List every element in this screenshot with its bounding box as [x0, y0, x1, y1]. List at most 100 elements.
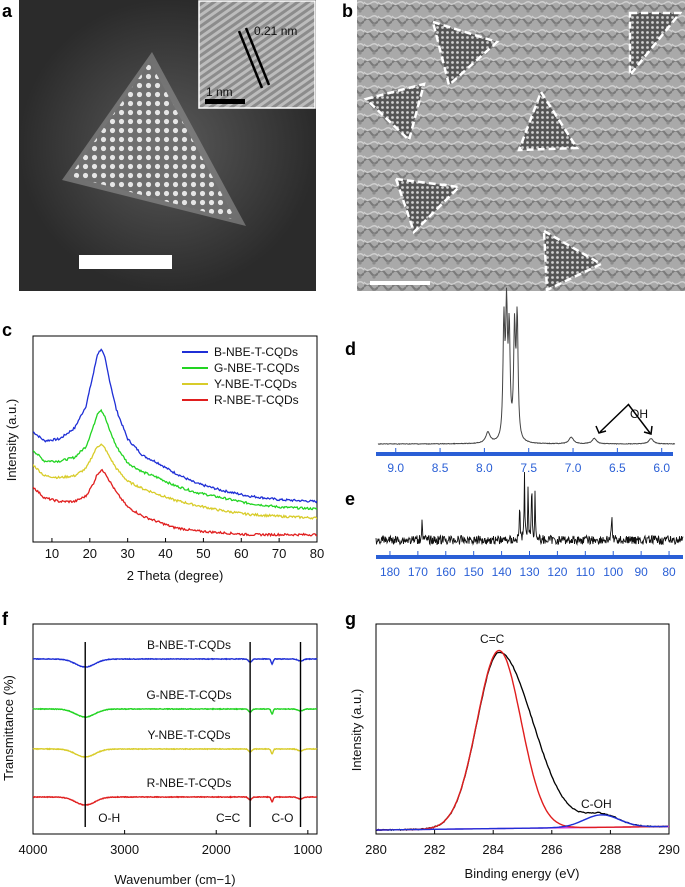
chart-e-axis: 180 170 160 150 140 130 120 110 100 90 80 [376, 551, 683, 579]
chart-f-series-line [33, 795, 317, 806]
chart-e-xtick-label: 90 [634, 565, 648, 579]
chart-f-series-line [33, 657, 318, 668]
chart-f-series: B-NBE-T-CQDs G-NBE-T-CQDs Y-NBE-T-CQDs R-NB… [32, 638, 318, 827]
oh-annotation: OH [630, 407, 648, 421]
chart-e-xtick-label: 150 [464, 565, 484, 579]
chart-f-xtick-label: 3000 [110, 842, 139, 857]
chart-d-xtick-label: 8.5 [432, 461, 449, 475]
scale-bar-b [370, 281, 430, 285]
chart-c-xlabel: 2 Theta (degree) [127, 568, 224, 583]
panel-label-b: b [342, 1, 353, 21]
oh-arrow-left-head [595, 425, 607, 434]
chart-e-axis-bar [376, 555, 683, 559]
chart-c-series-line [33, 348, 317, 504]
chart-d-spectrum [377, 287, 676, 445]
chart-g-series [375, 649, 670, 832]
nanocrystal-outline-5 [394, 177, 462, 235]
chart-g-frame [375, 623, 670, 835]
chart-d-xtick-label: 9.0 [387, 461, 404, 475]
chart-f-marker-label: O-H [98, 811, 120, 825]
chart-f-xtick-label: 2000 [202, 842, 231, 857]
chart-d-line [377, 287, 676, 445]
chart-f-series-line [32, 747, 318, 758]
chart-c-series [33, 348, 317, 538]
panel-label-f: f [2, 609, 9, 629]
chart-f-xtick-label: 4000 [19, 842, 48, 857]
legend-entry: G-NBE-T-CQDs [214, 361, 299, 375]
chart-e-xtick-label: 140 [492, 565, 512, 579]
panel-label-g: g [345, 609, 356, 629]
chart-c-xtick-label: 40 [158, 546, 172, 561]
chart-e-xtick-label: 100 [603, 565, 623, 579]
chart-f: B-NBE-T-CQDs G-NBE-T-CQDs Y-NBE-T-CQDs R-NB… [1, 623, 322, 887]
legend-entry: R-NBE-T-CQDs [214, 393, 299, 407]
chart-f-ticks: 4000 3000 2000 1000 [19, 830, 322, 857]
chart-e-xtick-label: 180 [380, 565, 400, 579]
micrograph-b [357, 0, 685, 292]
chart-d-xtick-label: 7.5 [520, 461, 537, 475]
panel-label-c: c [2, 320, 12, 340]
chart-c-frame [32, 335, 318, 543]
chart-e-xtick-label: 110 [576, 565, 595, 579]
triangular-nanocrystal [70, 62, 236, 220]
chart-g-xtick-label: 290 [658, 842, 680, 857]
chart-g-xlabel: Binding energy (eV) [465, 866, 580, 881]
nanocrystal-outline-2 [628, 11, 683, 79]
chart-c-xtick-label: 30 [120, 546, 134, 561]
chart-d-xtick-label: 8.0 [476, 461, 493, 475]
chart-f-series-line [32, 707, 318, 719]
chart-c-series-line [33, 408, 317, 511]
chart-g-fit-cc [376, 649, 668, 831]
chart-f-marker-label: C-O [272, 811, 294, 825]
chart-e-xtick-label: 170 [408, 565, 428, 579]
chart-g-ticks: 280 282 284 286 288 290 [365, 830, 680, 857]
chart-g-raw-spectrum [375, 651, 668, 832]
chart-e-xtick-label: 160 [436, 565, 456, 579]
chart-c-ylabel: Intensity (a.u.) [4, 399, 19, 481]
chart-e-xtick-label: 120 [547, 565, 567, 579]
chart-g-xtick-label: 286 [541, 842, 563, 857]
oh-arrow-right-head [643, 425, 653, 435]
legend-entry: Y-NBE-T-CQDs [214, 377, 297, 391]
scale-bar-a [79, 255, 172, 269]
inset-scale-label: 1 nm [206, 85, 233, 99]
chart-g-ylabel: Intensity (a.u.) [349, 689, 364, 771]
chart-d: 9.0 8.5 8.0 7.5 7.0 6.5 6.0 OH [376, 287, 676, 475]
chart-e: 180 170 160 150 140 130 120 110 100 90 80 [375, 471, 684, 579]
chart-c-xtick-label: 10 [45, 546, 59, 561]
chart-c-xtick-label: 50 [196, 546, 210, 561]
peak-label-coh: C-OH [581, 797, 612, 811]
chart-g-xtick-label: 282 [424, 842, 446, 857]
chart-f-series-label: R-NBE-T-CQDs [147, 776, 232, 790]
nanocrystal-outline-1 [431, 20, 500, 88]
nanocrystal-outline-6 [542, 228, 604, 292]
chart-c-xtick-label: 80 [310, 546, 324, 561]
chart-e-spectrum [375, 471, 684, 546]
chart-c-series-line [33, 468, 317, 538]
chart-g-xtick-label: 280 [365, 842, 387, 857]
chart-c-ticks: 10 20 30 40 50 60 70 80 [45, 538, 324, 561]
chart-c: 10 20 30 40 50 60 70 80 B-NBE-T-CQDs G-NBE-T-CQD… [4, 335, 324, 583]
lattice-marker-line-1 [237, 30, 264, 89]
chart-f-marker-label: C=C [216, 811, 241, 825]
chart-f-series-label: B-NBE-T-CQDs [147, 638, 231, 652]
panel-label-e: e [345, 489, 355, 509]
chart-f-ylabel: Transmittance (%) [1, 675, 16, 781]
chart-f-frame [32, 623, 318, 835]
chart-f-series-label: G-NBE-T-CQDs [146, 688, 231, 702]
chart-e-xtick-label: 130 [519, 565, 539, 579]
chart-c-legend: B-NBE-T-CQDs G-NBE-T-CQDs Y-NBE-T-CQDs R-NB… [182, 345, 299, 407]
chart-e-xtick-label: 80 [662, 565, 676, 579]
chart-f-xtick-label: 1000 [293, 842, 322, 857]
nanocrystal-outline-3 [363, 82, 426, 143]
chart-d-xtick-label: 7.0 [565, 461, 582, 475]
chart-e-line [375, 471, 684, 546]
peak-label-cc: C=C [480, 632, 505, 646]
chart-f-series-label: Y-NBE-T-CQDs [148, 728, 231, 742]
chart-d-xtick-label: 6.0 [653, 461, 670, 475]
chart-d-axis: 9.0 8.5 8.0 7.5 7.0 6.5 6.0 [376, 448, 673, 475]
panel-label-d: d [345, 339, 356, 359]
chart-c-xtick-label: 60 [234, 546, 248, 561]
chart-d-xtick-label: 6.5 [609, 461, 626, 475]
